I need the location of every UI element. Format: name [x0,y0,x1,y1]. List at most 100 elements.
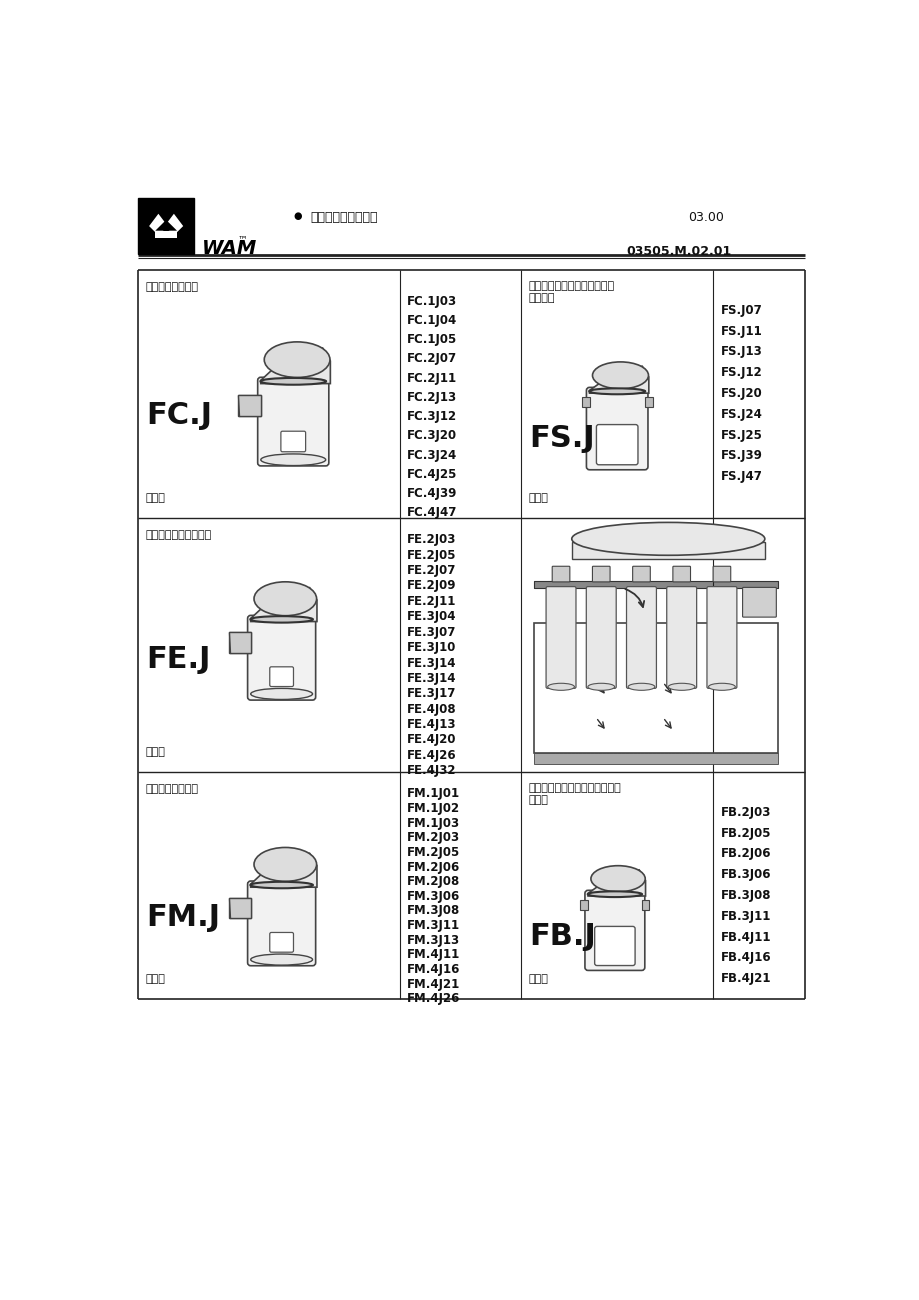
Text: 03505.M.02.01: 03505.M.02.01 [626,244,731,257]
Text: FC.3J20: FC.3J20 [406,429,456,442]
Text: FB.3J11: FB.3J11 [720,910,771,923]
Ellipse shape [587,684,614,690]
Ellipse shape [590,866,644,892]
Text: FC.3J12: FC.3J12 [406,410,456,422]
Text: 圆筒形收尘机：范围: 圆筒形收尘机：范围 [310,212,378,225]
Polygon shape [228,898,251,918]
Bar [534,753,777,764]
Text: FE.3J07: FE.3J07 [406,625,455,638]
Text: FE.3J14: FE.3J14 [406,672,456,685]
Text: 圆筒形袋式收尘机: 圆筒形袋式收尘机 [146,784,199,794]
Ellipse shape [667,684,695,690]
Text: 无风扇: 无风扇 [146,747,165,758]
Text: FE.2J09: FE.2J09 [406,580,456,593]
Text: FM.4J26: FM.4J26 [406,992,460,1005]
Ellipse shape [264,342,330,377]
FancyBboxPatch shape [712,567,730,582]
Text: 圆筒形椒圆袋式收尘机: 圆筒形椒圆袋式收尘机 [146,530,212,541]
Text: FE.3J10: FE.3J10 [406,641,455,654]
Text: 无风扇: 无风扇 [146,493,165,503]
Text: FM.2J03: FM.2J03 [406,831,459,844]
Text: 03.00: 03.00 [687,212,723,225]
FancyBboxPatch shape [237,395,260,416]
Text: FM.1J01: FM.1J01 [406,788,459,801]
FancyBboxPatch shape [632,567,650,582]
Text: FS.J: FS.J [528,424,594,452]
Text: FE.4J32: FE.4J32 [406,764,456,777]
Text: FC.1J03: FC.1J03 [406,295,456,308]
FancyBboxPatch shape [672,567,690,582]
Text: FS.J07: FS.J07 [720,304,762,317]
Polygon shape [165,213,183,235]
Ellipse shape [254,848,316,881]
Text: FE.3J04: FE.3J04 [406,610,456,623]
Text: FE.4J20: FE.4J20 [406,733,456,746]
Ellipse shape [628,684,654,690]
Text: FS.J47: FS.J47 [720,471,762,484]
Polygon shape [251,588,317,621]
FancyBboxPatch shape [247,881,315,966]
Text: FM.4J11: FM.4J11 [406,948,460,961]
Text: 圆筒形卡式收尘机: 圆筒形卡式收尘机 [146,282,199,293]
Text: ™: ™ [237,234,247,244]
FancyBboxPatch shape [247,615,315,701]
Text: 过滤器: 过滤器 [528,796,548,805]
Text: FB.3J06: FB.3J06 [720,868,771,881]
Text: FM.3J11: FM.3J11 [406,919,459,932]
Text: FS.J24: FS.J24 [720,408,762,421]
FancyBboxPatch shape [546,586,575,688]
FancyBboxPatch shape [742,588,776,618]
Text: 滤芯可从底部拆卸的卡式圆筒: 滤芯可从底部拆卸的卡式圆筒 [528,281,614,291]
Text: FM.2J05: FM.2J05 [406,846,460,859]
Ellipse shape [254,582,316,616]
FancyBboxPatch shape [594,927,634,966]
Text: FS.J25: FS.J25 [720,429,762,442]
Text: FB.2J03: FB.2J03 [720,806,771,819]
Ellipse shape [708,684,734,690]
FancyBboxPatch shape [706,586,736,688]
FancyBboxPatch shape [257,377,328,465]
Text: FE.4J13: FE.4J13 [406,718,456,731]
FancyBboxPatch shape [228,632,251,653]
Polygon shape [149,213,167,235]
Polygon shape [237,395,260,416]
Polygon shape [228,632,251,653]
Text: FB.3J08: FB.3J08 [720,889,771,902]
Ellipse shape [250,616,312,623]
Text: FC.4J39: FC.4J39 [406,488,456,500]
Polygon shape [155,220,176,230]
Text: FM.4J16: FM.4J16 [406,963,460,976]
Text: FM.1J03: FM.1J03 [406,816,459,829]
Text: FC.2J07: FC.2J07 [406,352,456,365]
Text: FC.2J13: FC.2J13 [406,391,456,404]
Ellipse shape [260,378,325,385]
FancyBboxPatch shape [280,432,305,452]
Text: FB.4J11: FB.4J11 [720,931,771,944]
Text: FB.4J21: FB.4J21 [720,972,771,985]
Ellipse shape [260,454,325,465]
Text: FM.2J06: FM.2J06 [406,861,460,874]
Ellipse shape [250,881,312,888]
Text: FM.3J13: FM.3J13 [406,933,459,946]
Text: FE.3J14: FE.3J14 [406,656,456,670]
Ellipse shape [592,361,648,389]
Text: FM.J: FM.J [146,903,220,932]
Text: FM.2J08: FM.2J08 [406,875,460,888]
Text: FS.J20: FS.J20 [720,387,762,400]
Text: 形过滤器: 形过滤器 [528,292,555,303]
FancyBboxPatch shape [551,567,569,582]
Text: FM.3J08: FM.3J08 [406,905,460,918]
FancyBboxPatch shape [585,387,647,469]
Text: FC.1J04: FC.1J04 [406,313,456,326]
Text: FC.3J24: FC.3J24 [406,448,456,461]
Text: FC.J: FC.J [146,400,212,430]
Text: FM.1J02: FM.1J02 [406,802,459,815]
Text: FB.2J06: FB.2J06 [720,848,771,861]
Text: 滤芯可从底部拆卸的袋式圆筒形: 滤芯可从底部拆卸的袋式圆筒形 [528,783,621,793]
Bar [534,624,777,753]
Text: FC.4J47: FC.4J47 [406,507,456,519]
Text: FB.2J05: FB.2J05 [720,827,771,840]
Text: FS.J13: FS.J13 [720,346,762,359]
FancyBboxPatch shape [580,900,587,910]
Ellipse shape [588,389,644,394]
